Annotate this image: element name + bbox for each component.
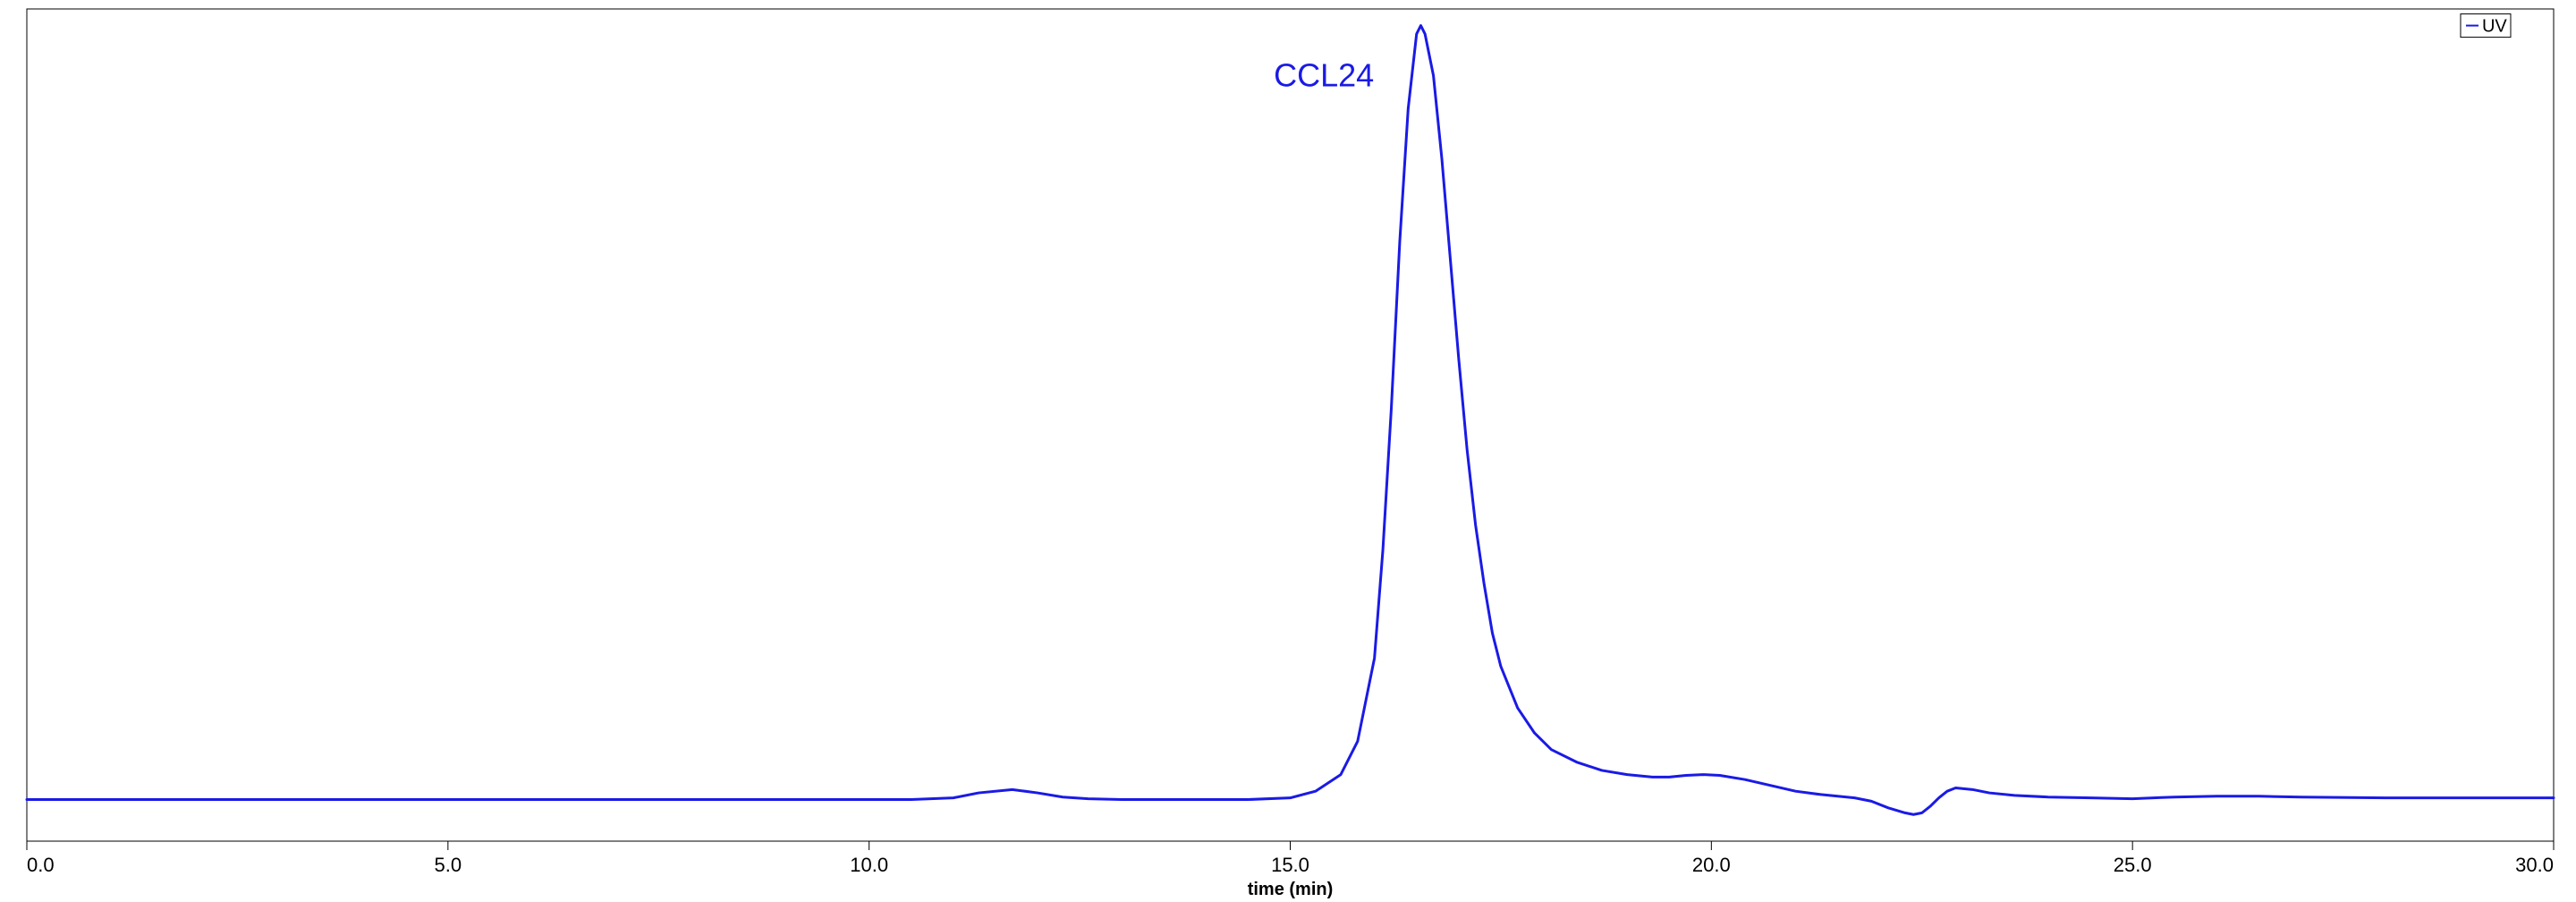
legend-text: UV bbox=[2482, 17, 2507, 37]
x-tick-label: 5.0 bbox=[435, 854, 462, 876]
x-tick-label: 25.0 bbox=[2114, 854, 2152, 876]
x-tick-label: 15.0 bbox=[1271, 854, 1309, 876]
x-tick-label: 0.0 bbox=[27, 854, 55, 876]
x-tick-label: 10.0 bbox=[850, 854, 888, 876]
peak-label: CCL24 bbox=[1274, 57, 1374, 94]
x-axis-label: time (min) bbox=[1248, 880, 1334, 899]
x-tick-label: 30.0 bbox=[2515, 854, 2554, 876]
chart-background bbox=[0, 0, 2576, 902]
x-tick-label: 20.0 bbox=[1692, 854, 1731, 876]
chart-svg: 0.0 5.0 10.0 15.0 20.0 25.0 30.0 time (min) CCL2… bbox=[0, 0, 2576, 902]
chromatogram-chart: 0.0 5.0 10.0 15.0 20.0 25.0 30.0 time (min) CCL2… bbox=[0, 0, 2576, 902]
